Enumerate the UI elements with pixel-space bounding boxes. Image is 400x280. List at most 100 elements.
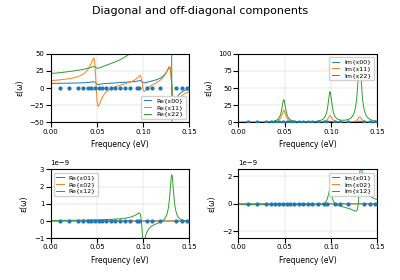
Point	[276, 202, 282, 206]
Legend: Re{ε01}, Re{ε02}, Re{ε12}: Re{ε01}, Re{ε02}, Re{ε12}	[54, 172, 98, 196]
Point	[291, 120, 297, 125]
Point	[149, 219, 156, 223]
Point	[321, 120, 328, 125]
Point	[332, 120, 338, 125]
Point	[117, 219, 123, 223]
Point	[244, 202, 251, 206]
Point	[309, 202, 316, 206]
Point	[324, 202, 330, 206]
Y-axis label: ε(ω): ε(ω)	[207, 196, 216, 212]
Point	[295, 120, 302, 125]
Point	[57, 219, 63, 223]
Point	[324, 120, 330, 125]
Point	[268, 202, 274, 206]
Point	[134, 219, 140, 223]
Point	[173, 219, 180, 223]
Point	[254, 120, 260, 125]
Point	[84, 219, 91, 223]
Point	[112, 219, 118, 223]
Legend: Im{ε01}, Im{ε02}, Im{ε12}: Im{ε01}, Im{ε02}, Im{ε12}	[329, 172, 374, 196]
Point	[96, 86, 102, 90]
Point	[315, 202, 321, 206]
Point	[300, 202, 306, 206]
Point	[244, 120, 251, 125]
Point	[103, 219, 109, 223]
X-axis label: Frequency (eV): Frequency (eV)	[91, 140, 149, 149]
Text: Diagonal and off-diagonal components: Diagonal and off-diagonal components	[92, 6, 308, 16]
X-axis label: Frequency (eV): Frequency (eV)	[279, 140, 337, 149]
Point	[117, 86, 123, 90]
Point	[315, 120, 321, 125]
Point	[127, 219, 133, 223]
Legend: Re{ε00}, Re{ε11}, Re{ε22}: Re{ε00}, Re{ε11}, Re{ε22}	[142, 96, 186, 119]
Point	[344, 120, 351, 125]
Point	[103, 86, 109, 90]
Point	[57, 86, 63, 90]
Point	[254, 202, 260, 206]
Point	[332, 202, 338, 206]
Point	[108, 219, 114, 223]
Point	[149, 86, 156, 90]
Point	[272, 120, 279, 125]
Y-axis label: ε(ω): ε(ω)	[204, 80, 213, 96]
Point	[92, 86, 98, 90]
Point	[280, 120, 286, 125]
Legend: Im{ε00}, Im{ε11}, Im{ε22}: Im{ε00}, Im{ε11}, Im{ε22}	[329, 57, 374, 80]
Point	[75, 86, 82, 90]
Point	[287, 202, 294, 206]
Point	[112, 86, 118, 90]
Point	[96, 219, 102, 223]
Point	[309, 120, 316, 125]
Point	[295, 202, 302, 206]
Point	[127, 86, 133, 90]
Point	[372, 202, 378, 206]
Point	[361, 202, 368, 206]
Point	[156, 86, 163, 90]
Point	[144, 219, 150, 223]
Point	[88, 86, 94, 90]
Point	[268, 120, 274, 125]
Point	[366, 120, 373, 125]
Point	[283, 120, 290, 125]
Point	[276, 120, 282, 125]
Point	[136, 219, 142, 223]
Point	[144, 86, 150, 90]
Point	[304, 202, 311, 206]
Point	[291, 202, 297, 206]
Point	[108, 86, 114, 90]
Point	[287, 120, 294, 125]
Point	[263, 120, 269, 125]
Point	[283, 202, 290, 206]
Point	[179, 219, 185, 223]
Y-axis label: ε(ω): ε(ω)	[19, 196, 28, 212]
Point	[136, 86, 142, 90]
X-axis label: Frequency (eV): Frequency (eV)	[91, 256, 149, 265]
Point	[121, 86, 128, 90]
Point	[179, 86, 185, 90]
Y-axis label: ε(ω): ε(ω)	[15, 80, 24, 96]
X-axis label: Frequency (eV): Frequency (eV)	[279, 256, 337, 265]
Point	[361, 120, 368, 125]
Point	[80, 219, 86, 223]
Point	[173, 86, 180, 90]
Point	[337, 202, 343, 206]
Point	[88, 219, 94, 223]
Point	[321, 202, 328, 206]
Point	[300, 120, 306, 125]
Point	[121, 219, 128, 223]
Point	[75, 219, 82, 223]
Point	[84, 86, 91, 90]
Point	[184, 86, 191, 90]
Point	[366, 202, 373, 206]
Point	[80, 86, 86, 90]
Point	[184, 219, 191, 223]
Point	[66, 219, 72, 223]
Point	[99, 86, 106, 90]
Point	[280, 202, 286, 206]
Point	[134, 86, 140, 90]
Point	[304, 120, 311, 125]
Point	[99, 219, 106, 223]
Point	[372, 120, 378, 125]
Point	[272, 202, 279, 206]
Point	[263, 202, 269, 206]
